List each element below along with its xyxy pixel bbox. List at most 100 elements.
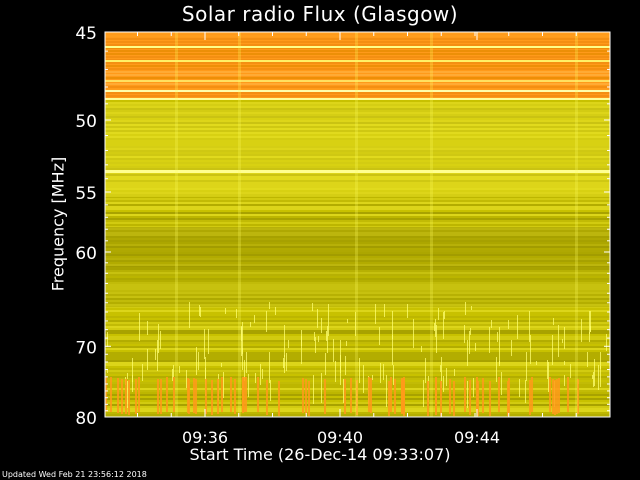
spectrogram-streak: [489, 327, 490, 353]
spectrogram-streak: [519, 379, 520, 397]
spectrogram-streak: [558, 325, 559, 357]
spectrogram-streak: [318, 336, 319, 342]
spectrogram-streak: [172, 369, 173, 381]
spectrogram-streak: [204, 329, 205, 359]
spectrogram-streak: [499, 361, 500, 366]
spectrogram-streak: [132, 358, 133, 382]
spectrogram-streak: [343, 379, 344, 403]
spectrogram-streak: [593, 372, 594, 387]
updated-timestamp: Updated Wed Feb 21 23:56:12 2018: [2, 470, 147, 479]
spectrogram-streak: [242, 348, 243, 370]
spectrogram-streak: [497, 332, 498, 342]
x-axis-label: Start Time (26-Dec-14 09:33:07): [189, 445, 451, 464]
spectrogram-column: [175, 32, 178, 417]
spectrogram-streak: [223, 372, 224, 398]
spectrogram-streak: [284, 355, 285, 373]
spectrogram-streak: [598, 365, 599, 390]
spectrogram-streak: [208, 329, 209, 354]
spectrogram-streak: [393, 365, 394, 385]
y-tick-label: 80: [75, 409, 97, 429]
spectrogram-streak: [444, 311, 445, 319]
spectrogram-streak: [464, 325, 465, 343]
spectrogram-streak: [359, 358, 360, 383]
spectrogram-streak: [467, 340, 468, 366]
spectrogram-streak: [325, 353, 326, 375]
spectrogram-burst-line: [193, 378, 195, 413]
spectrogram-streak: [421, 346, 422, 352]
y-tick-label: 45: [75, 24, 97, 44]
spectrogram-streak: [250, 322, 251, 327]
spectrogram-streak: [508, 320, 509, 329]
spectrogram-burst-line: [507, 381, 509, 416]
spectrogram-streak: [392, 311, 393, 339]
spectrogram-burst-line: [245, 377, 247, 412]
spectrogram-streak: [536, 361, 537, 365]
spectrogram-streak: [491, 320, 492, 328]
spectrogram-streak: [526, 352, 527, 381]
spectrogram-streak: [158, 324, 159, 353]
spectrogram-streak: [423, 380, 424, 407]
spectrogram-streak: [179, 366, 180, 373]
y-axis-label: Frequency [MHz]: [48, 156, 68, 292]
spectrogram-streak: [301, 330, 302, 346]
spectrogram-burst-line: [125, 379, 127, 414]
spectrogram-burst-line: [440, 381, 442, 416]
spectrogram-burst-line: [370, 378, 372, 413]
spectrogram-burst-line: [344, 379, 346, 414]
spectrogram-column: [355, 32, 358, 417]
spectrogram-streak: [345, 356, 346, 375]
spectrogram-streak: [525, 380, 526, 403]
spectrogram-streak: [475, 343, 476, 351]
spectrogram-streak: [517, 315, 518, 339]
spectrogram-streak: [552, 335, 553, 365]
spectrogram-streak: [312, 303, 313, 311]
spectrogram-streak: [594, 359, 595, 386]
spectrogram-streak: [564, 375, 565, 386]
spectrogram-streak: [446, 368, 447, 386]
spectrogram-streak: [127, 373, 128, 379]
spectrogram-streak: [173, 365, 174, 377]
spectrogram-streak: [313, 375, 314, 404]
spectrogram-streak: [269, 352, 270, 383]
spectrogram-streak: [587, 352, 588, 367]
spectrogram-streak: [511, 340, 512, 356]
spectrogram-streak: [469, 331, 470, 354]
spectrogram-burst-line: [567, 377, 569, 412]
spectrogram-burst-line: [278, 381, 280, 416]
spectrogram-streak: [328, 304, 329, 336]
spectrogram-streak: [473, 378, 474, 397]
spectrogram-burst-line: [205, 379, 207, 414]
spectrogram-streak: [262, 369, 263, 379]
spectrogram-streak: [380, 363, 381, 383]
spectrogram-burst-line: [305, 379, 307, 414]
spectrogram-svg: [105, 32, 610, 417]
spectrogram-streak: [553, 318, 554, 325]
spectrogram-streak: [198, 352, 199, 370]
spectrogram-streak: [436, 325, 437, 353]
spectrogram-streak: [372, 375, 373, 380]
spectrogram-streak: [471, 306, 472, 310]
spectrogram-streak: [288, 340, 289, 348]
spectrogram-streak: [255, 373, 256, 383]
spectrogram-burst-line: [243, 377, 245, 412]
spectrogram-streak: [200, 307, 201, 317]
spectrogram-burst-line: [117, 378, 119, 413]
spectrogram-streak: [283, 358, 284, 368]
spectrogram-streak: [186, 370, 187, 388]
spectrogram-streak: [260, 364, 261, 385]
spectrogram-streak: [392, 335, 393, 365]
spectrogram-burst-line: [173, 377, 175, 412]
spectrogram-burst-line: [554, 380, 556, 415]
spectrogram-burst-line: [529, 380, 531, 415]
spectrogram-streak: [592, 375, 593, 379]
spectrogram-streak: [196, 347, 197, 375]
spectrogram-streak: [379, 327, 380, 345]
spectrogram-streak: [321, 318, 322, 333]
spectrogram-burst-line: [556, 379, 558, 414]
spectrogram-streak: [547, 360, 548, 379]
spectrogram-streak: [315, 337, 316, 353]
chart-title: Solar radio Flux (Glasgow): [181, 2, 459, 26]
spectrogram-streak: [314, 332, 315, 341]
spectrogram-streak: [248, 374, 249, 397]
spectrogram-streak: [284, 325, 285, 357]
